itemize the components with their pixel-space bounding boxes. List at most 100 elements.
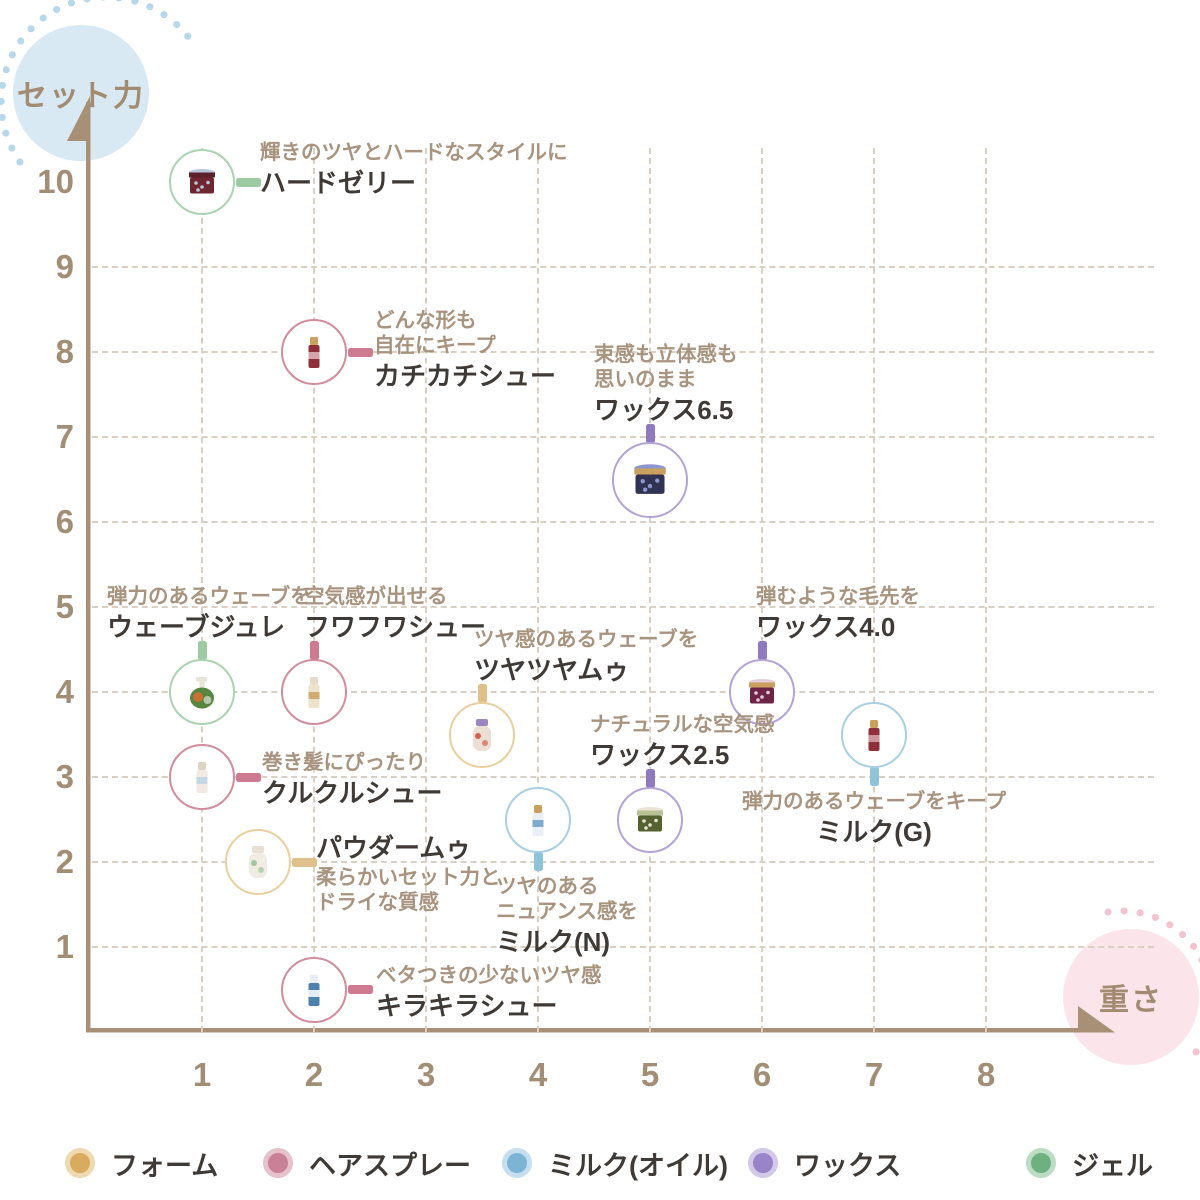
product-caption: ツヤのある bbox=[496, 874, 599, 898]
product-text-ツヤツヤムゥ: ツヤ感のあるウェーブをツヤツヤムゥ bbox=[474, 627, 698, 685]
product-marker-パウダームゥ bbox=[225, 829, 291, 895]
y-tick-label-8: 8 bbox=[55, 333, 74, 370]
product-label: キラキラシュー bbox=[376, 990, 558, 1021]
marker-connector bbox=[645, 423, 655, 443]
product-image bbox=[308, 337, 320, 368]
x-tick-label-5: 5 bbox=[640, 1056, 660, 1093]
product-image bbox=[868, 719, 880, 751]
x-tick-label-8: 8 bbox=[976, 1056, 996, 1093]
product-caption: 弾力のあるウェーブをキープ bbox=[741, 789, 1007, 813]
product-marker-キラキラシュー bbox=[281, 956, 347, 1023]
gridline-y-5 bbox=[92, 606, 1154, 608]
gridline-y-3 bbox=[92, 776, 1154, 778]
gridline-y-4 bbox=[92, 691, 1154, 693]
legend-label: ヘアスプレー bbox=[309, 1150, 471, 1181]
gridline-y-1 bbox=[92, 946, 1154, 948]
product-label: ミルク(G) bbox=[816, 816, 932, 847]
x-tick-label-6: 6 bbox=[752, 1056, 772, 1093]
gridline-x-1 bbox=[201, 148, 203, 1032]
product-caption: 空気感が出せる bbox=[304, 585, 448, 608]
legend-dot-icon bbox=[65, 1148, 95, 1178]
legend-label: ミルク(オイル) bbox=[548, 1150, 728, 1181]
product-label: パウダームゥ bbox=[316, 833, 472, 863]
product-marker-ミルク(N) bbox=[505, 786, 571, 853]
product-image bbox=[532, 804, 544, 836]
product-label: フワフワシュー bbox=[304, 612, 487, 642]
product-caption: 輝きのツヤとハードなスタイルに bbox=[260, 141, 568, 164]
y-tick-label-7: 7 bbox=[55, 418, 74, 455]
product-label: ワックス4.0 bbox=[756, 612, 896, 642]
product-caption: 弾力のあるウェーブを bbox=[107, 585, 311, 608]
product-caption: ツヤ感のあるウェーブを bbox=[474, 627, 699, 651]
product-label: ミルク(N) bbox=[496, 926, 611, 957]
gridline-x-3 bbox=[425, 148, 427, 1032]
gridline-y-8 bbox=[92, 351, 1154, 353]
gridline-y-7 bbox=[92, 436, 1154, 438]
legend-dot-icon bbox=[748, 1148, 778, 1178]
product-label: ワックス2.5 bbox=[590, 739, 730, 770]
product-text-ワックス4.0: 弾むような毛先をワックス4.0 bbox=[756, 584, 920, 642]
product-caption: 束感も立体感も bbox=[594, 342, 738, 366]
product-image bbox=[189, 169, 215, 194]
y-tick-label-2: 2 bbox=[55, 843, 74, 880]
product-image bbox=[634, 463, 666, 494]
product-text-ワックス2.5: ナチュラルな空気感ワックス2.5 bbox=[590, 712, 775, 770]
gridline-y-2 bbox=[92, 861, 1154, 863]
legend-label: ジェル bbox=[1072, 1150, 1153, 1181]
product-image bbox=[190, 677, 214, 709]
product-marker-クルクルシュー bbox=[169, 744, 235, 810]
product-image bbox=[249, 846, 267, 878]
product-caption: 弾むような毛先を bbox=[756, 585, 920, 608]
product-text-クルクルシュー: 巻き髪にぴったり クルクルシュー bbox=[262, 750, 442, 808]
product-text-ハードゼリー: 輝きのツヤとハードなスタイルにハードゼリー bbox=[260, 140, 568, 198]
gridline-y-9 bbox=[92, 266, 1154, 268]
legend-label: ワックス bbox=[794, 1150, 902, 1181]
marker-connector bbox=[477, 683, 487, 703]
product-label: ツヤツヤムゥ bbox=[474, 654, 630, 685]
product-caption: ベタつきの少ないツヤ感 bbox=[376, 963, 602, 987]
product-image bbox=[749, 679, 775, 704]
product-text-ミルク(G): 弾力のあるウェーブをキープミルク(G) bbox=[742, 789, 1006, 847]
gridline-x-5 bbox=[649, 148, 651, 1032]
product-caption: 思いのまま bbox=[594, 367, 697, 391]
x-tick-label-1: 1 bbox=[192, 1056, 212, 1093]
product-text-ミルク(N): ツヤのある ニュアンス感をミルク(N) bbox=[496, 874, 638, 957]
product-caption: ニュアンス感を bbox=[496, 899, 638, 923]
product-caption: 自在にキープ bbox=[374, 334, 496, 357]
product-text-パウダームゥ: パウダームゥ 柔らかいセット力と ドライな質感 bbox=[316, 833, 501, 915]
legend-dot-icon bbox=[502, 1148, 532, 1178]
product-label: ハードゼリー bbox=[260, 168, 417, 198]
product-marker-フワフワシュー bbox=[281, 659, 347, 725]
product-caption: ナチュラルな空気感 bbox=[590, 712, 775, 736]
product-marker-カチカチシュー bbox=[281, 319, 347, 385]
product-image bbox=[196, 762, 208, 793]
product-text-ワックス6.5: 束感も立体感も 思いのまま ワックス6.5 bbox=[594, 342, 738, 425]
marker-connector bbox=[236, 177, 261, 187]
marker-connector bbox=[236, 772, 261, 782]
y-tick-label-3: 3 bbox=[55, 758, 74, 795]
y-tick-label-10: 10 bbox=[37, 163, 74, 200]
y-tick-label-1: 1 bbox=[55, 928, 74, 965]
marker-connector bbox=[197, 641, 207, 660]
y-tick-label-9: 9 bbox=[55, 248, 74, 285]
legend-item-foam: フォーム bbox=[65, 1146, 218, 1181]
x-tick-label-7: 7 bbox=[864, 1056, 884, 1093]
legend-item-gel: ジェル bbox=[1026, 1146, 1153, 1181]
product-marker-ウェーブジュレ bbox=[169, 659, 235, 725]
gridline-x-8 bbox=[985, 148, 987, 1032]
marker-connector bbox=[348, 985, 373, 994]
gridline-x-7 bbox=[873, 148, 875, 1032]
product-image bbox=[308, 677, 320, 708]
product-text-カチカチシュー: どんな形も 自在にキープカチカチシュー bbox=[374, 308, 556, 391]
product-caption: 巻き髪にぴったり bbox=[262, 751, 426, 774]
product-caption: どんな形も bbox=[374, 309, 477, 332]
product-label: カチカチシュー bbox=[374, 361, 557, 391]
product-marker-ミルク(G) bbox=[841, 701, 907, 768]
product-label: ウェーブジュレ bbox=[107, 612, 286, 642]
y-tick-label-6: 6 bbox=[55, 503, 74, 540]
product-marker-ハードゼリー bbox=[169, 149, 235, 215]
product-caption: 柔らかいセット力と bbox=[316, 866, 501, 889]
legend-item-wax: ワックス bbox=[748, 1146, 902, 1181]
marker-connector bbox=[757, 641, 767, 660]
